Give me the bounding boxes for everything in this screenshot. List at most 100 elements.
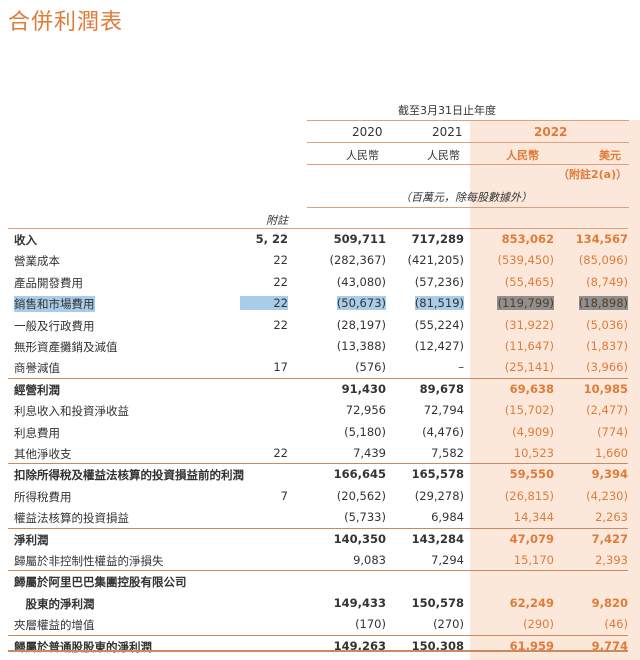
table-row: 利息收入和投資淨收益 72,956 72,794 (15,702) (2,477) <box>0 400 640 421</box>
value-2021: (12,427) <box>414 339 464 353</box>
value-2021: 7,582 <box>431 446 464 460</box>
value-2022-usd: 2,263 <box>595 510 628 525</box>
value-2021: (81,519) <box>414 296 464 311</box>
value-2021: 165,578 <box>411 467 464 482</box>
value-2020: (170) <box>355 617 386 632</box>
row-label: 一般及行政費用 <box>14 318 95 333</box>
row-label: 夾層權益的增值 <box>14 618 95 633</box>
currency-2020: 人民幣 <box>346 149 379 162</box>
note-column-header: 附註 <box>266 214 288 227</box>
table-row: 一般及行政費用 22 (28,197) (55,224) (31,922) (5,036) <box>0 315 640 336</box>
divider <box>307 164 629 165</box>
value-2020: (5,733) <box>344 510 386 525</box>
value-2021: 89,678 <box>419 381 464 396</box>
row-label: 利息費用 <box>14 425 60 440</box>
currency-2021: 人民幣 <box>427 149 460 162</box>
value-2022-rmb: (290) <box>523 617 554 632</box>
value-2022-usd: 1,660 <box>595 446 628 460</box>
value-2022-rmb: (11,647) <box>504 339 554 353</box>
divider <box>8 228 628 229</box>
table-row: 利息費用 (5,180) (4,476) (4,909) (774) <box>0 422 640 443</box>
year-2021: 2021 <box>432 125 463 139</box>
row-note: 7 <box>280 488 288 503</box>
table-row: 股東的淨利潤 149,433 150,578 62,249 9,820 <box>0 593 640 614</box>
value-2022-rmb: 10,523 <box>513 446 554 460</box>
value-2020: (50,673) <box>336 296 386 311</box>
value-2020: (5,180) <box>344 424 386 439</box>
value-2022-usd: (774) <box>597 424 628 439</box>
value-2020: (13,388) <box>336 339 386 353</box>
value-2021: (29,278) <box>414 488 464 503</box>
value-2021: (4,476) <box>422 424 464 439</box>
value-2022-rmb: 15,170 <box>513 553 554 567</box>
row-label: 利息收入和投資淨收益 <box>14 404 129 419</box>
value-2022-usd: 10,985 <box>583 381 628 396</box>
value-2022-usd: 2,393 <box>595 553 628 567</box>
value-2022-rmb: 59,550 <box>509 467 554 482</box>
row-note: 22 <box>273 253 288 268</box>
table-row: 收入 5, 22 509,711 717,289 853,062 134,567 <box>0 229 640 250</box>
row-label: 收入 <box>14 233 37 247</box>
row-label: 經營利潤 <box>14 382 60 397</box>
value-2021: (421,205) <box>407 253 464 268</box>
value-2021: (270) <box>433 617 464 632</box>
divider <box>307 142 629 143</box>
table-row: 淨利潤 140,350 143,284 47,079 7,427 <box>0 527 640 550</box>
row-label: 歸屬於阿里巴巴集團控股有限公司 <box>14 575 187 590</box>
value-2020: (43,080) <box>336 274 386 289</box>
value-2020: 509,711 <box>333 232 386 246</box>
table-row: 銷售和市場費用 22 (50,673) (81,519) (119,799) (18,89… <box>0 293 640 314</box>
value-2022-rmb: 853,062 <box>501 232 554 246</box>
table-row: 商譽減值 17 (576) – (25,141) (3,966) <box>0 357 640 378</box>
row-note: 22 <box>273 446 288 460</box>
value-2020: 149,433 <box>333 595 386 610</box>
row-label: 銷售和市場費用 <box>14 296 95 313</box>
row-label: 淨利潤 <box>14 532 49 547</box>
table-row: 營業成本 22 (282,367) (421,205) (539,450) (85,096… <box>0 250 640 271</box>
row-label: 產品開發費用 <box>14 275 83 290</box>
value-2021: 717,289 <box>411 232 464 246</box>
row-label: 商譽減值 <box>14 361 60 376</box>
table-row: 無形資產攤銷及減值 (13,388) (12,427) (11,647) (1,837) <box>0 336 640 357</box>
table-row: 所得稅費用 7 (20,562) (29,278) (26,815) (4,230) <box>0 486 640 507</box>
usd-note: （附註2(a)） <box>558 168 628 181</box>
value-2022-usd: (5,036) <box>586 317 628 332</box>
value-2022-rmb: (31,922) <box>504 317 554 332</box>
value-2022-usd: 134,567 <box>575 232 628 246</box>
value-2022-usd: (85,096) <box>578 253 628 268</box>
value-2021: – <box>458 360 464 375</box>
divider <box>307 207 629 208</box>
value-2022-rmb: (119,799) <box>497 296 554 311</box>
value-2022-usd: (2,477) <box>586 403 628 418</box>
table-row: 夾層權益的增值 (170) (270) (290) (46) <box>0 614 640 635</box>
divider <box>307 120 629 121</box>
value-2022-rmb: 62,249 <box>509 595 554 610</box>
value-2021: 150,308 <box>411 638 464 653</box>
row-label: 無形資產攤銷及減值 <box>14 340 118 354</box>
value-2020: (28,197) <box>336 317 386 332</box>
row-label: 權益法核算的投資損益 <box>14 511 129 526</box>
value-2021: 72,794 <box>423 403 464 418</box>
value-2022-usd: (8,749) <box>586 274 628 289</box>
value-2020: 149,263 <box>333 638 386 653</box>
row-note: 22 <box>273 274 288 289</box>
unit-note: （百萬元，除每股數據外） <box>400 191 532 204</box>
table-row: 歸屬於阿里巴巴集團控股有限公司 <box>0 570 640 592</box>
value-2020: (20,562) <box>336 488 386 503</box>
row-label: 所得稅費用 <box>14 489 72 504</box>
table-row: 其他淨收支 22 7,439 7,582 10,523 1,660 <box>0 443 640 464</box>
table-row: 經營利潤 91,430 89,678 69,638 10,985 <box>0 377 640 400</box>
value-2022-usd: (4,230) <box>586 488 628 503</box>
value-2022-rmb: (539,450) <box>497 253 554 268</box>
value-2020: 9,083 <box>353 553 386 567</box>
table-row: 歸屬於普通股股東的淨利潤 149,263 150,308 61,959 9,774 <box>0 634 640 657</box>
value-2022-usd: 9,820 <box>591 595 628 610</box>
row-label: 扣除所得稅及權益法核算的投資損益前的利潤 <box>14 468 244 483</box>
value-2021: (57,236) <box>414 274 464 289</box>
year-2020: 2020 <box>352 125 383 139</box>
currency-2022-usd: 美元 <box>599 149 621 162</box>
table-row: 權益法核算的投資損益 (5,733) 6,984 14,344 2,263 <box>0 507 640 528</box>
value-2022-rmb: 47,079 <box>509 531 554 546</box>
value-2022-rmb: (15,702) <box>504 403 554 418</box>
row-label: 歸屬於普通股股東的淨利潤 <box>14 639 152 654</box>
